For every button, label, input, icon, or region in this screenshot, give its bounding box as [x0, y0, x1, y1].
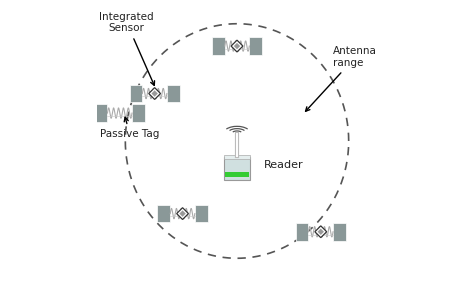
Text: Antenna
range: Antenna range	[306, 47, 377, 111]
Polygon shape	[231, 40, 243, 52]
Polygon shape	[177, 208, 189, 219]
FancyBboxPatch shape	[249, 37, 262, 55]
FancyBboxPatch shape	[132, 104, 145, 122]
FancyBboxPatch shape	[224, 157, 250, 180]
Polygon shape	[318, 228, 324, 235]
FancyBboxPatch shape	[225, 172, 249, 177]
Polygon shape	[234, 43, 240, 49]
FancyBboxPatch shape	[129, 85, 142, 102]
FancyBboxPatch shape	[95, 104, 108, 122]
FancyBboxPatch shape	[157, 205, 170, 222]
FancyBboxPatch shape	[333, 223, 346, 241]
Polygon shape	[179, 210, 186, 217]
Text: Integrated
Sensor: Integrated Sensor	[100, 12, 155, 85]
Polygon shape	[315, 226, 327, 238]
Polygon shape	[149, 88, 161, 100]
Text: Passive Tag: Passive Tag	[100, 117, 160, 139]
Text: Reader: Reader	[264, 160, 303, 170]
Polygon shape	[151, 90, 158, 97]
FancyBboxPatch shape	[296, 223, 309, 241]
FancyBboxPatch shape	[224, 155, 250, 159]
FancyBboxPatch shape	[167, 85, 180, 102]
FancyBboxPatch shape	[195, 205, 208, 222]
FancyBboxPatch shape	[212, 37, 225, 55]
